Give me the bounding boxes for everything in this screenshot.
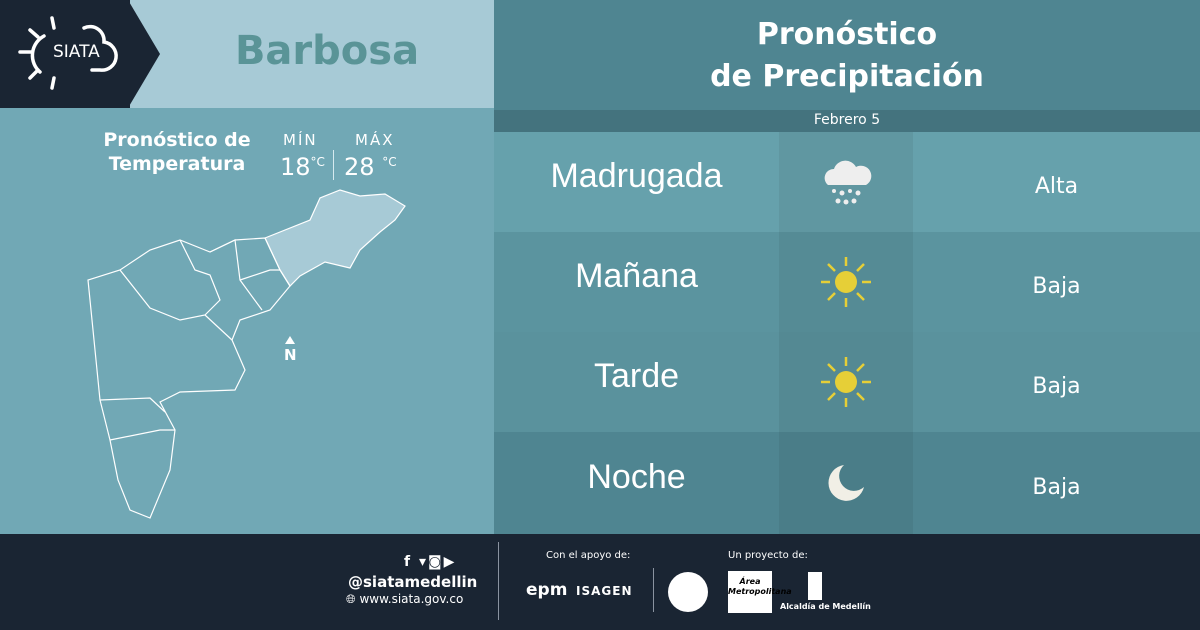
period-label: Mañana — [575, 256, 698, 295]
social-handle[interactable]: @siatamedellin — [348, 573, 478, 591]
university-seal-icon — [668, 572, 708, 612]
forecast-title-line1: Pronóstico — [756, 17, 938, 52]
project-label: Un proyecto de: — [728, 550, 808, 561]
epm-logo: epm — [526, 580, 568, 600]
globe-icon: 🌐︎ — [346, 592, 356, 606]
cloud-rain-icon — [779, 132, 913, 232]
north-arrow-icon — [285, 336, 296, 344]
max-unit: °C — [382, 155, 397, 169]
social-icons[interactable]: f ▾◙▶ — [404, 554, 457, 570]
forecast-row: Noche Baja — [494, 432, 1200, 534]
precipitation-level: Alta — [1034, 173, 1079, 199]
period-label: Noche — [587, 457, 686, 496]
temperature-title-line1: Pronóstico de — [103, 129, 251, 151]
forecast-title-line2: de Precipitación — [710, 59, 984, 94]
footer: f ▾◙▶ @siatamedellin 🌐︎ www.siata.gov.co… — [0, 534, 1200, 630]
period-label: Tarde — [593, 356, 680, 395]
temperature-title: Pronóstico de Temperatura — [92, 128, 262, 176]
website-link[interactable]: 🌐︎ www.siata.gov.co — [346, 592, 463, 607]
min-value: 18 — [280, 153, 311, 181]
town-band — [130, 0, 494, 108]
footer-divider — [498, 542, 499, 620]
precipitation-level: Baja — [1032, 474, 1081, 500]
forecast-row: Mañana Baja — [494, 232, 1200, 332]
website-text: www.siata.gov.co — [359, 592, 464, 606]
temperature-title-line2: Temperatura — [108, 153, 246, 175]
support-label: Con el apoyo de: — [546, 550, 631, 561]
footer-divider — [653, 568, 654, 612]
sun-cloud-logo-icon — [18, 16, 118, 90]
siata-logo: SIATA — [0, 0, 160, 108]
municipality-map — [87, 189, 406, 519]
north-label: N — [284, 346, 297, 364]
temp-divider — [333, 150, 334, 180]
alcaldia-logo: Alcaldía de Medellín — [780, 602, 871, 611]
moon-icon — [779, 432, 913, 534]
precipitation-level: Baja — [1032, 273, 1081, 299]
isagen-logo: ISAGEN — [576, 584, 633, 598]
min-unit: °C — [310, 155, 325, 169]
north-indicator: N — [284, 336, 297, 364]
logo-text: SIATA — [53, 42, 100, 62]
sun-icon — [779, 232, 913, 332]
period-label: Madrugada — [550, 156, 723, 195]
forecast-date: Febrero 5 — [494, 110, 1200, 132]
temperature-panel — [0, 108, 494, 534]
min-label: MÍN — [283, 131, 318, 149]
max-temp: 28 °C — [344, 153, 397, 181]
alcaldia-shield-icon — [808, 572, 822, 600]
area-metropolitana-logo: Área Metropolitana — [728, 571, 792, 613]
max-value: 28 — [344, 153, 375, 181]
precipitation-level: Baja — [1032, 373, 1081, 399]
forecast-row: Tarde Baja — [494, 332, 1200, 432]
sun-icon — [779, 332, 913, 432]
min-temp: 18°C — [280, 153, 325, 181]
max-label: MÁX — [355, 131, 395, 149]
forecast-title: Pronóstico de Precipitación — [494, 14, 1200, 98]
town-name: Barbosa — [234, 28, 420, 74]
forecast-row: Madrugada Alta — [494, 132, 1200, 232]
